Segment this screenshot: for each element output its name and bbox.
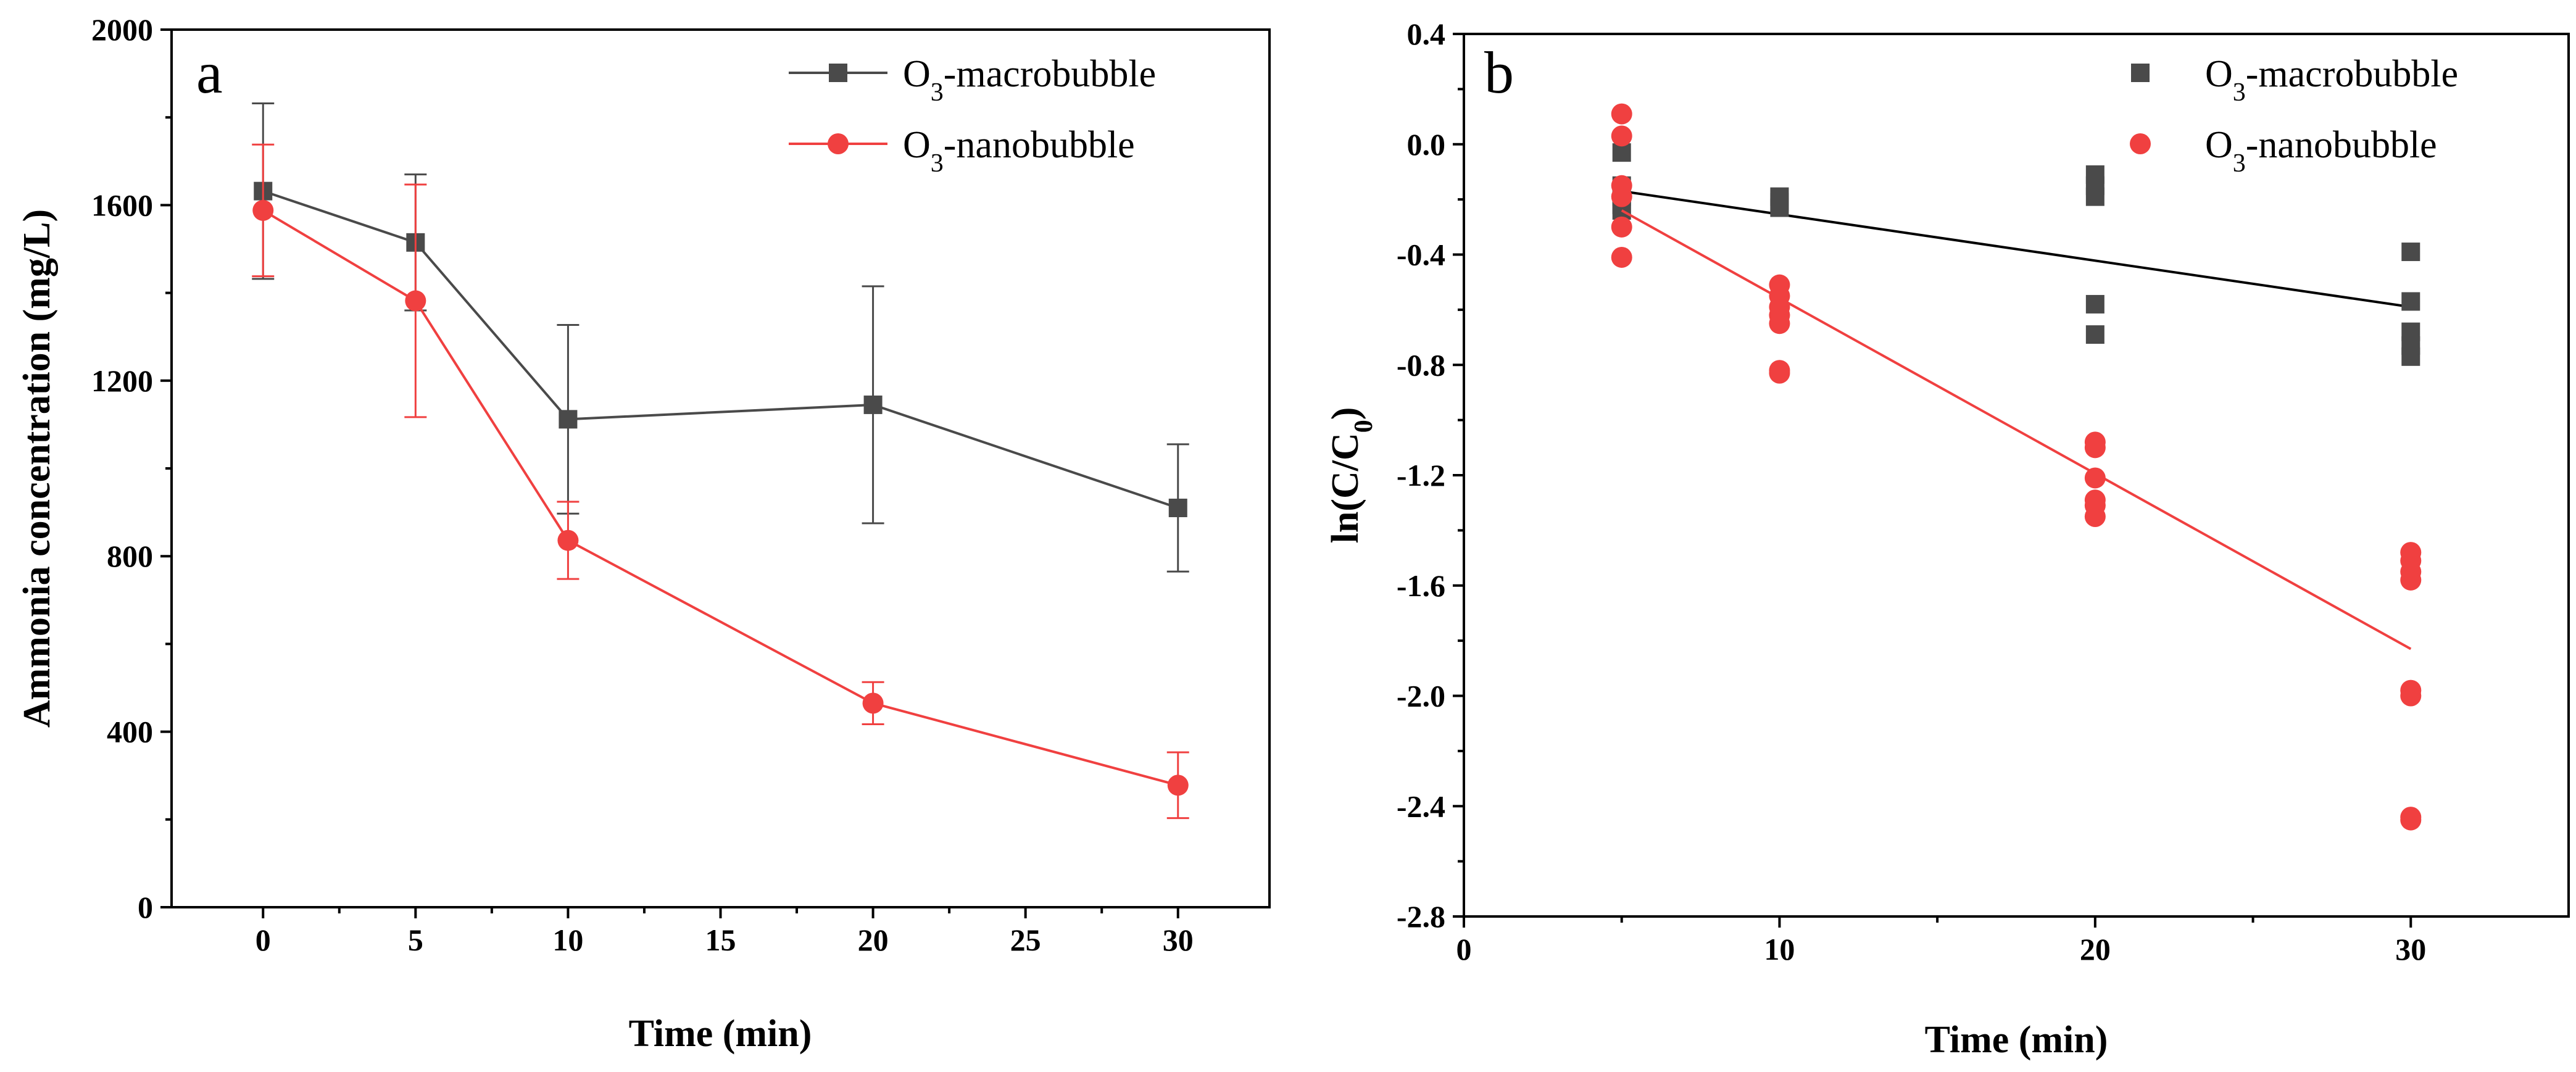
- legend-marker-nano-a: [828, 133, 849, 154]
- legend-label-nano-a: O3-nanobubble: [903, 124, 1135, 178]
- y-tick-label-b: -1.2: [1397, 458, 1445, 492]
- y-tick-label-b: -2.4: [1397, 789, 1445, 823]
- y-tick-label-a: 1200: [91, 364, 153, 398]
- data-point-nano-b: [2084, 467, 2106, 489]
- x-tick-label-a: 30: [1163, 923, 1194, 957]
- y-tick-label-a: 1600: [91, 188, 153, 222]
- fit-line-macro-b: [1621, 189, 2411, 309]
- data-point-nano-a: [862, 692, 884, 714]
- data-point-macro-b: [2085, 294, 2104, 314]
- legend-marker-macro-a: [829, 64, 847, 82]
- legend-marker-nano-b: [2130, 133, 2151, 154]
- data-point-macro-a: [863, 395, 883, 414]
- y-tick-label-a: 0: [138, 890, 153, 924]
- y-tick-label-b: -2.8: [1397, 899, 1445, 934]
- data-point-nano-b: [2084, 506, 2106, 528]
- y-tick-label-a: 400: [107, 715, 153, 749]
- x-tick-label-a: 10: [552, 923, 583, 957]
- panel-label-b: b: [1484, 39, 1514, 106]
- data-point-nano-b: [1611, 103, 1632, 125]
- data-point-macro-b: [1770, 198, 1789, 217]
- data-point-macro-b: [2085, 325, 2104, 344]
- series-line-macro-a: [262, 189, 1179, 509]
- y-tick-label-a: 800: [107, 539, 153, 573]
- panel-label-a: a: [196, 39, 223, 106]
- y-tick-label-b: -0.4: [1397, 238, 1445, 272]
- x-tick-label-b: 20: [2080, 932, 2111, 966]
- data-point-macro-b: [2401, 292, 2420, 311]
- y-tick-label-a: 2000: [91, 12, 153, 47]
- y-tick-label-b: 0.0: [1407, 127, 1446, 162]
- x-tick-label-a: 20: [858, 923, 889, 957]
- x-tick-label-a: 0: [256, 923, 271, 957]
- x-tick-label-a: 15: [705, 923, 736, 957]
- data-point-nano-a: [557, 530, 579, 551]
- chart-panel-b: 0 10 20 30 -2.8 -2.4 -2.0 -1.6 -1.2 -0.8 -0.4 0.0 0.…: [1324, 17, 2570, 1061]
- legend-b: O3-macrobubble O3-nanobubble: [2130, 53, 2458, 178]
- data-point-nano-a: [1167, 775, 1189, 796]
- y-tick-label-b: -0.8: [1397, 347, 1445, 382]
- series-line-nano-a: [262, 209, 1179, 787]
- data-point-nano-a: [252, 199, 274, 221]
- data-point-nano-b: [1611, 246, 1632, 268]
- x-axis-label-b: Time (min): [1925, 1019, 2108, 1061]
- data-point-nano-b: [1769, 313, 1790, 334]
- plot-area-b-frame: [1463, 33, 2570, 918]
- y-tick-label-b: -1.6: [1397, 568, 1445, 603]
- data-point-macro-b: [2085, 187, 2104, 206]
- data-point-nano-b: [1769, 362, 1790, 384]
- data-point-nano-b: [2084, 437, 2106, 459]
- data-point-nano-b: [1611, 186, 1632, 207]
- legend-label-nano-b: O3-nanobubble: [2205, 124, 2437, 178]
- x-tick-label-a: 25: [1010, 923, 1041, 957]
- data-point-macro-b: [2401, 347, 2420, 366]
- data-point-macro-b: [2401, 243, 2420, 262]
- data-point-nano-b: [2400, 569, 2422, 591]
- data-point-nano-b: [2400, 685, 2422, 707]
- y-tick-label-b: 0.4: [1407, 17, 1446, 51]
- x-tick-label-b: 0: [1456, 932, 1472, 966]
- y-tick-label-b: -2.0: [1397, 679, 1445, 713]
- data-point-nano-b: [1611, 125, 1632, 147]
- y-axis-label-b-main: ln(C/C: [1324, 433, 1366, 543]
- legend-a: O3-macrobubble O3-nanobubble: [789, 53, 1156, 178]
- x-axis-label-a: Time (min): [629, 1013, 812, 1055]
- y-axis-label-a: Ammonia concentration (mg/L): [16, 209, 58, 728]
- legend-marker-macro-b: [2131, 64, 2150, 82]
- y-axis-label-b-sub: 0: [1350, 420, 1378, 433]
- y-axis-label-b: ln(C/C0): [1324, 407, 1378, 544]
- data-point-macro-a: [559, 410, 578, 429]
- x-tick-label-a: 5: [408, 923, 423, 957]
- data-point-macro-a: [1168, 498, 1187, 517]
- data-point-nano-b: [2400, 809, 2422, 831]
- data-point-nano-a: [405, 290, 426, 312]
- fit-line-nano-b: [1621, 209, 2412, 650]
- x-tick-label-b: 10: [1764, 932, 1795, 966]
- x-tick-label-b: 30: [2395, 932, 2426, 966]
- data-point-nano-b: [1611, 216, 1632, 238]
- chart-panel-a: 0 5 10 15 20 25 30 0 400 800 1200 1600 2000 a Time (…: [16, 12, 1271, 1055]
- legend-label-macro-a: O3-macrobubble: [903, 53, 1156, 107]
- y-axis-label-b-end: ): [1324, 407, 1366, 420]
- legend-label-macro-b: O3-macrobubble: [2205, 53, 2458, 107]
